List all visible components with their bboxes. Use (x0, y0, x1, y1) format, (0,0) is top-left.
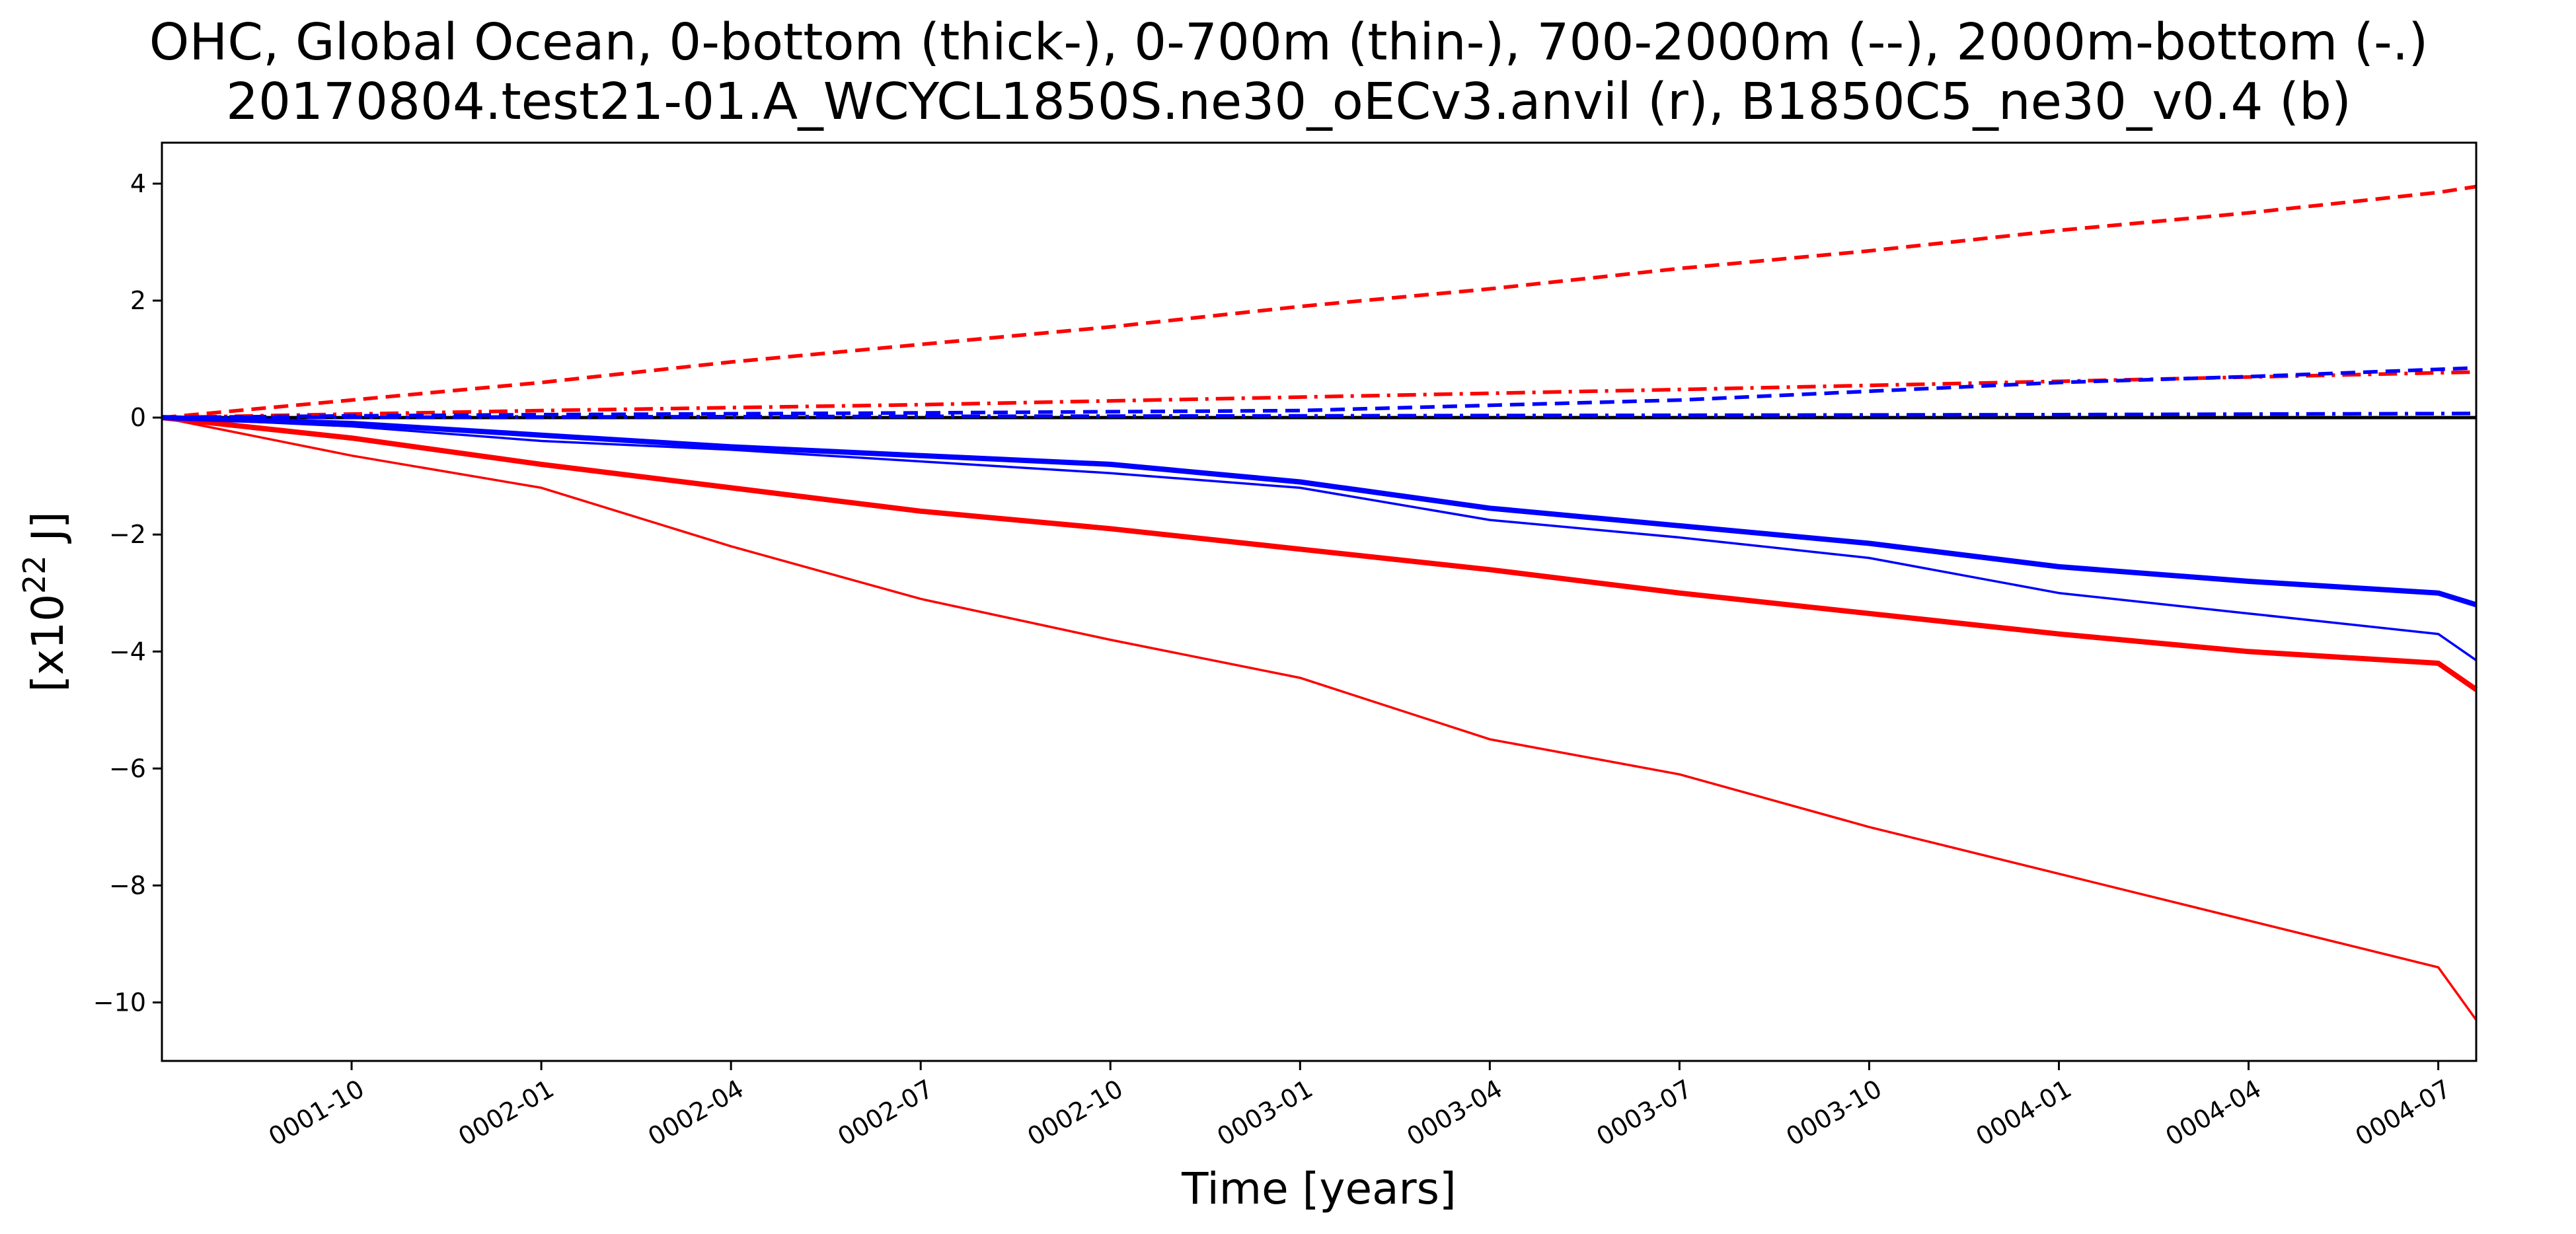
y-tick-label: −2 (109, 520, 146, 549)
y-tick-label: −8 (109, 871, 146, 900)
y-tick-label: −4 (109, 637, 146, 666)
series-line-7 (161, 366, 2477, 419)
chart-subtitle: 20170804.test21-01.A_WCYCL1850S.ne30_oEC… (226, 73, 2351, 131)
y-axis-label-exponent: 22 (17, 555, 52, 594)
series-line-4 (161, 370, 2477, 419)
x-axis-label: Time [years] (1181, 1163, 1457, 1214)
y-tick-label: 4 (130, 169, 146, 198)
series-line-2 (161, 416, 2478, 1021)
y-tick-label: −10 (93, 988, 146, 1017)
series-line-6 (161, 416, 2477, 661)
y-axis-ticks: 4 2 0 −2 −4 −6 −8 −10 (93, 169, 162, 1017)
series-line-5 (161, 415, 2478, 608)
plot-area-frame (161, 141, 2478, 1062)
y-tick-label: −6 (109, 754, 146, 783)
series-line-8 (161, 412, 2477, 419)
y-tick-label: 2 (130, 286, 146, 315)
series-line-3 (161, 184, 2477, 419)
y-axis-label: [x1022 J] (17, 511, 73, 692)
y-axis-label-prefix: [x10 (22, 594, 73, 692)
series-layer (161, 184, 2478, 1021)
y-tick-label: 0 (130, 403, 146, 432)
y-axis-label-suffix: J] (22, 511, 73, 555)
series-line-1 (161, 415, 2478, 692)
chart-title: OHC, Global Ocean, 0-bottom (thick-), 0-… (149, 13, 2429, 72)
